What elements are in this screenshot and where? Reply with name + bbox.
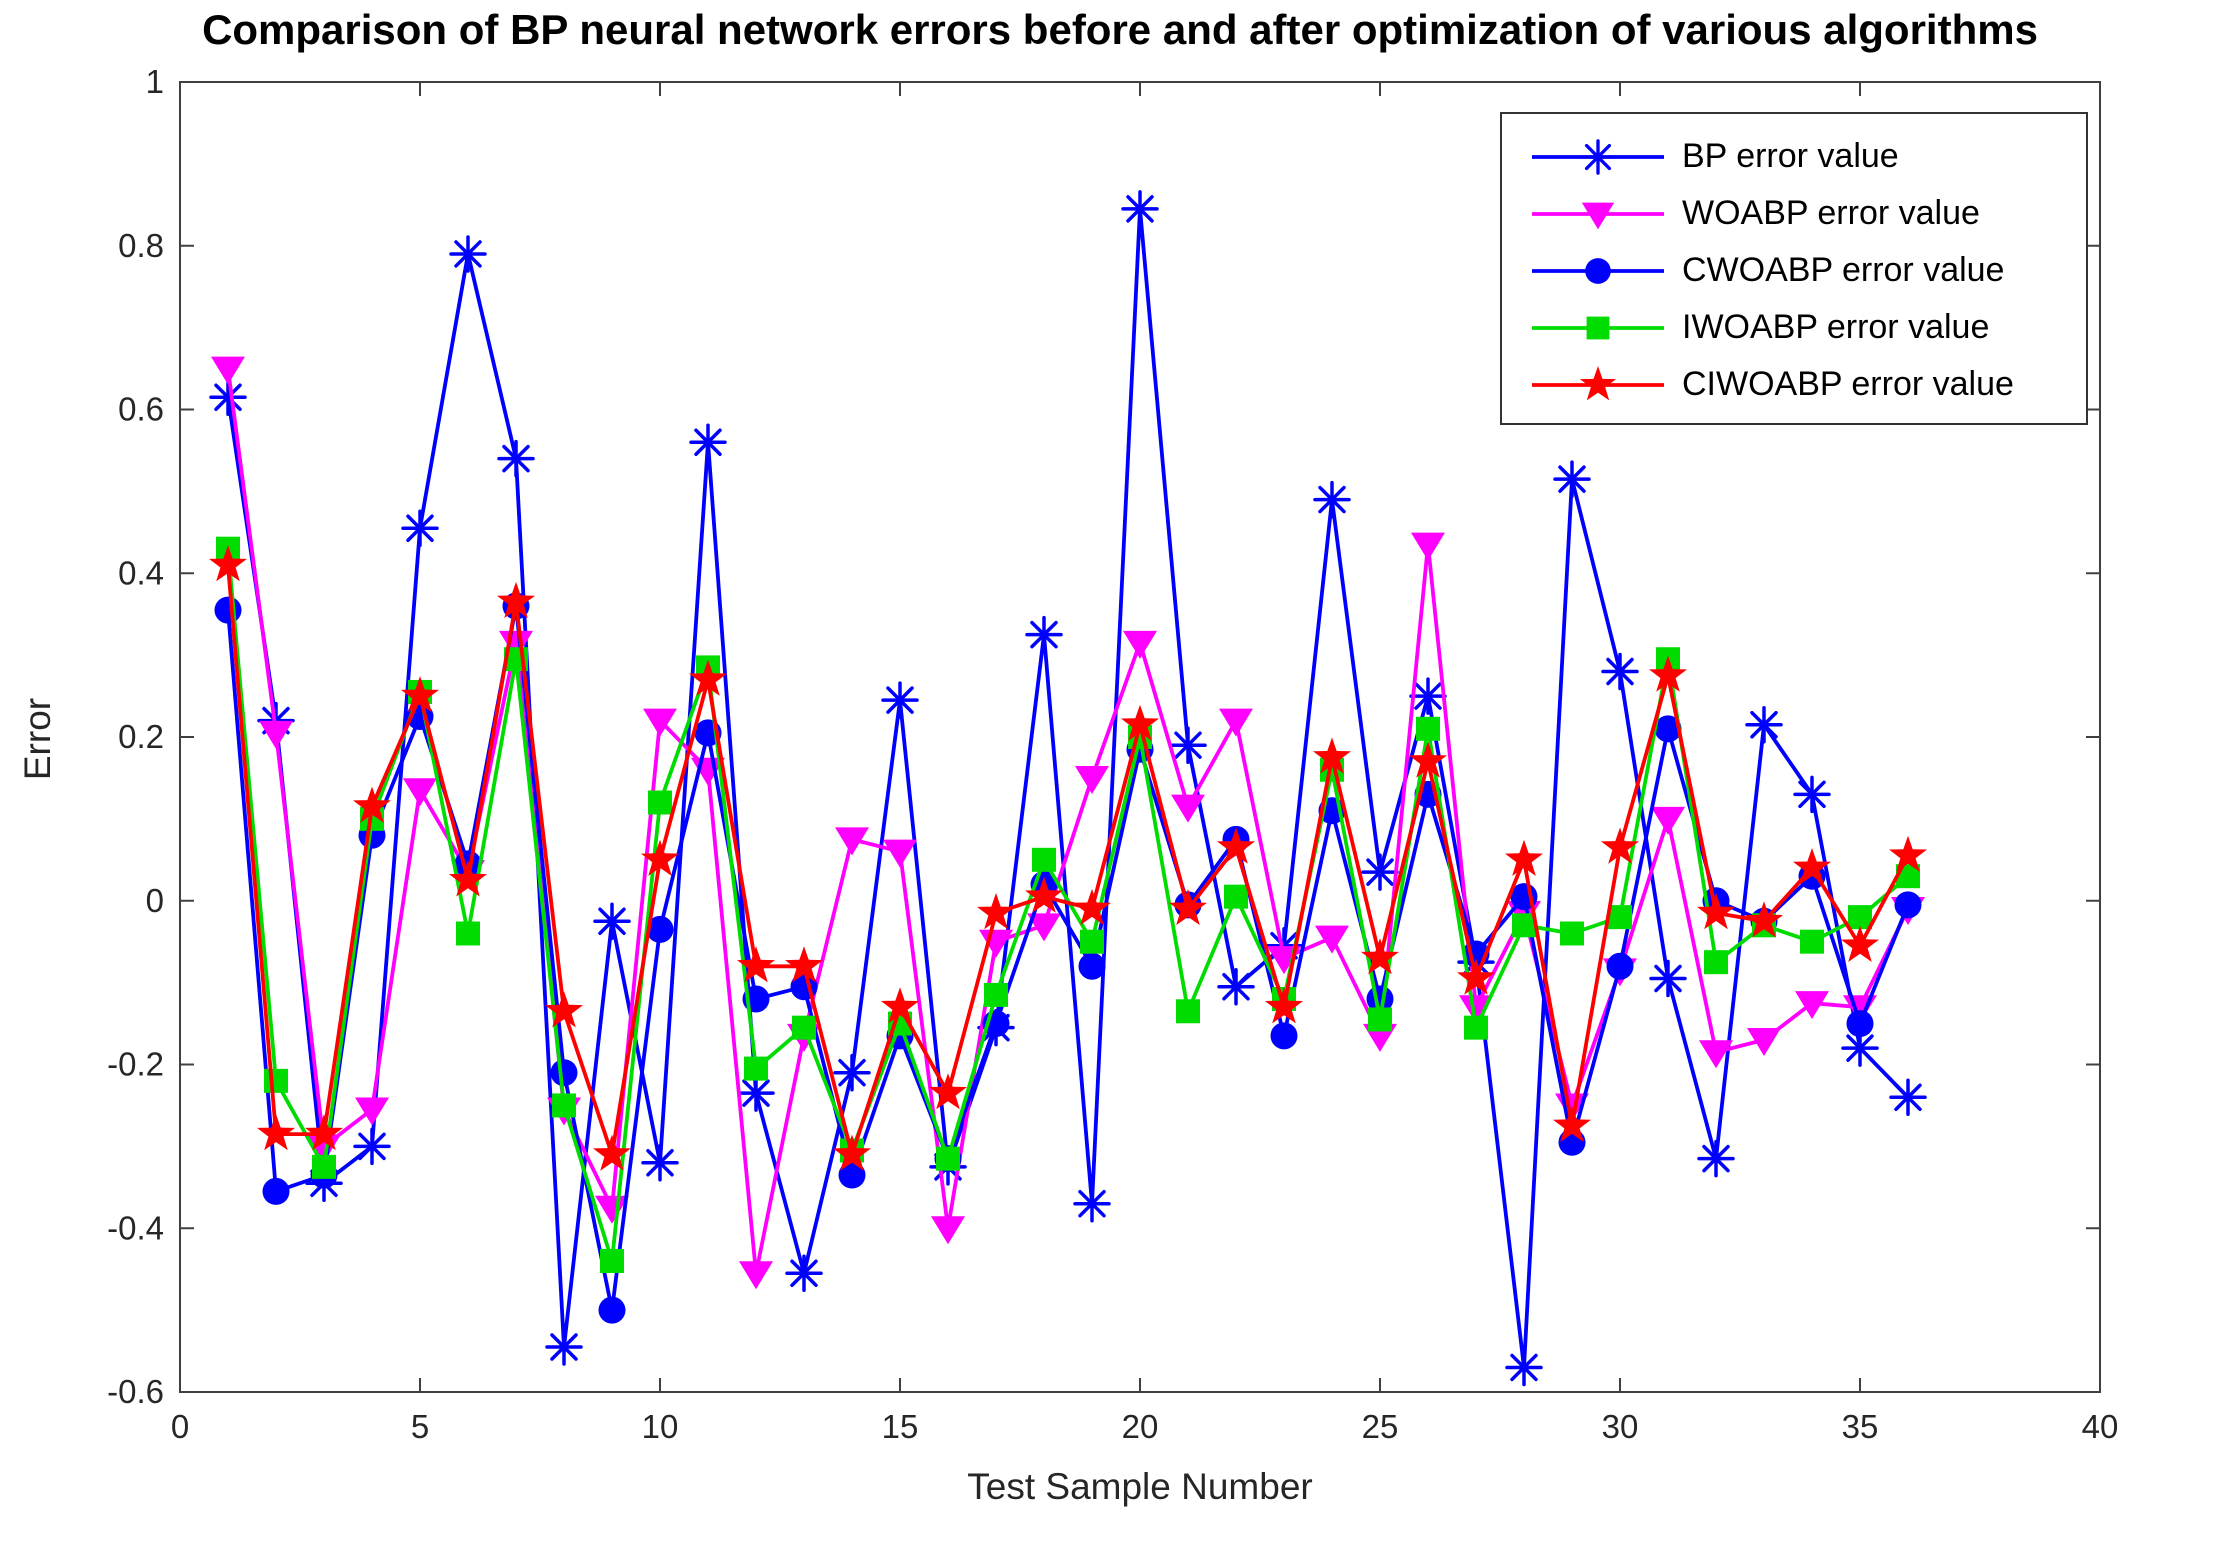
legend-entry-woabp: WOABP error value xyxy=(1528,185,2086,242)
x-tick-label: 25 xyxy=(1362,1408,1399,1445)
legend-entry-bp: BP error value xyxy=(1528,128,2086,185)
series-iwoabp-error-value xyxy=(216,536,1920,1273)
y-tick-label: -0.2 xyxy=(107,1046,164,1083)
y-tick-label: -0.4 xyxy=(107,1209,164,1246)
legend-entry-iwoabp: IWOABP error value xyxy=(1528,299,2086,356)
legend-marker-square-icon xyxy=(1532,316,1664,339)
y-tick-label: 1 xyxy=(146,63,164,100)
legend-label: BP error value xyxy=(1682,137,1899,175)
y-tick-label: -0.6 xyxy=(107,1373,164,1410)
legend-label: IWOABP error value xyxy=(1682,308,1990,346)
legend-entry-ciwoabp: CIWOABP error value xyxy=(1528,356,2086,413)
x-tick-label: 20 xyxy=(1122,1408,1159,1445)
legend-marker-star-icon xyxy=(1532,365,1664,400)
x-axis: 0 5 10 15 20 25 30 35 40 xyxy=(171,82,2119,1445)
x-tick-label: 30 xyxy=(1602,1408,1639,1445)
legend-label: CIWOABP error value xyxy=(1682,365,2014,403)
y-axis-label: Error xyxy=(17,697,58,781)
legend: BP error value WOABP error value CWOABP er… xyxy=(1500,112,2088,425)
y-axis: -0.6 -0.4 -0.2 0 0.2 0.4 0.6 0.8 1 xyxy=(107,63,2100,1410)
x-axis-label: Test Sample Number xyxy=(967,1466,1313,1507)
y-tick-label: 0 xyxy=(146,882,164,919)
x-tick-label: 5 xyxy=(411,1408,429,1445)
legend-marker-asterisk-icon xyxy=(1532,138,1664,175)
y-tick-label: 0.8 xyxy=(118,227,164,264)
y-tick-label: 0.4 xyxy=(118,554,164,591)
x-tick-label: 40 xyxy=(2082,1408,2119,1445)
series-woabp-error-value xyxy=(211,356,1925,1290)
x-tick-label: 35 xyxy=(1842,1408,1879,1445)
legend-marker-circle-icon xyxy=(1532,257,1664,284)
legend-label: WOABP error value xyxy=(1682,194,1980,232)
x-tick-label: 10 xyxy=(642,1408,679,1445)
legend-marker-triangle-down-icon xyxy=(1532,202,1664,229)
legend-entry-cwoabp: CWOABP error value xyxy=(1528,242,2086,299)
y-tick-label: 0.6 xyxy=(118,391,164,428)
legend-label: CWOABP error value xyxy=(1682,251,2005,289)
x-tick-label: 15 xyxy=(882,1408,919,1445)
series-ciwoabp-error-value xyxy=(209,545,1927,1171)
y-tick-label: 0.2 xyxy=(118,718,164,755)
chart-title: Comparison of BP neural network errors b… xyxy=(202,6,2038,53)
x-tick-label: 0 xyxy=(171,1408,189,1445)
